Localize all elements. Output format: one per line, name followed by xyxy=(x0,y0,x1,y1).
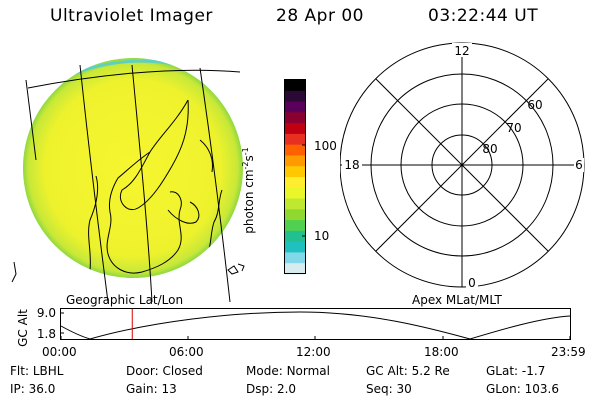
altitude-xtick-2: 12:00 xyxy=(296,345,331,359)
altitude-xtick-3: 18:00 xyxy=(424,345,459,359)
coastline-overlay xyxy=(88,99,223,274)
colorbar-segment xyxy=(285,155,305,167)
polar-plot: 12 18 6 0 60 70 80 xyxy=(340,42,585,290)
colorbar-segment xyxy=(285,241,305,253)
mlt-label-bottom: 0 xyxy=(468,276,476,290)
colorbar xyxy=(284,79,306,275)
gain-info: Gain: 13 xyxy=(126,382,177,396)
uv-image-panel xyxy=(11,58,245,302)
colorbar-segment xyxy=(285,263,305,275)
colorbar-segment xyxy=(285,252,305,264)
colorbar-segment xyxy=(285,133,305,146)
filter-info: Flt: LBHL xyxy=(10,364,64,378)
apex-caption: Apex MLat/MLT xyxy=(412,293,502,307)
altitude-ylabel: GC Alt xyxy=(16,309,30,347)
altitude-ytick-max: 9.0 xyxy=(37,306,56,320)
date-label: 28 Apr 00 xyxy=(276,6,364,26)
mlt-label-right: 6 xyxy=(575,158,583,172)
colorbar-segment xyxy=(285,112,305,124)
instrument-title: Ultraviolet Imager xyxy=(50,6,213,26)
colorbar-segment xyxy=(285,123,305,135)
colorbar-tick-label-10: 10 xyxy=(314,229,330,243)
colorbar-segment xyxy=(285,90,305,103)
altitude-frame xyxy=(60,308,571,340)
time-label: 03:22:44 UT xyxy=(428,6,539,26)
glat-info: GLat: -1.7 xyxy=(486,364,546,378)
colorbar-segment xyxy=(285,220,305,232)
mode-info: Mode: Normal xyxy=(246,364,330,378)
colorbar-segment xyxy=(285,177,305,189)
mlt-label-left: 18 xyxy=(344,158,359,172)
seq-info: Seq: 30 xyxy=(366,382,412,396)
colorbar-segment xyxy=(285,80,305,92)
altitude-xtick-1: 06:00 xyxy=(169,345,204,359)
colorbar-segment xyxy=(285,101,305,113)
gcalt-info: GC Alt: 5.2 Re xyxy=(366,364,450,378)
colorbar-segment xyxy=(285,187,305,200)
ip-info: IP: 36.0 xyxy=(10,382,56,396)
colorbar-segment xyxy=(285,209,305,221)
altitude-curve xyxy=(60,311,571,340)
mlt-label-top: 12 xyxy=(454,44,469,58)
colorbar-segment xyxy=(285,166,305,178)
altitude-plot: GC Alt 9.0 1.8 xyxy=(16,306,571,347)
altitude-ytick-min: 1.8 xyxy=(37,327,56,341)
polar-diagonal-2 xyxy=(375,78,549,252)
lat-label-60: 60 xyxy=(527,98,542,112)
glon-info: GLon: 103.6 xyxy=(486,382,559,396)
altitude-xtick-4: 23:59 xyxy=(551,345,586,359)
dsp-info: Dsp: 2.0 xyxy=(246,382,297,396)
lat-label-80: 80 xyxy=(482,142,497,156)
colorbar-segment xyxy=(285,230,305,243)
colorbar-unit-label: photon cm-2s-1 xyxy=(240,147,256,234)
colorbar-tick-label-100: 100 xyxy=(314,139,337,153)
lat-lon-grid xyxy=(25,64,241,302)
colorbar-segment xyxy=(285,144,305,156)
altitude-xtick-0: 00:00 xyxy=(42,345,77,359)
colorbar-segment xyxy=(285,198,305,210)
door-info: Door: Closed xyxy=(126,364,203,378)
geographic-caption: Geographic Lat/Lon xyxy=(66,293,184,307)
lat-label-70: 70 xyxy=(506,121,521,135)
